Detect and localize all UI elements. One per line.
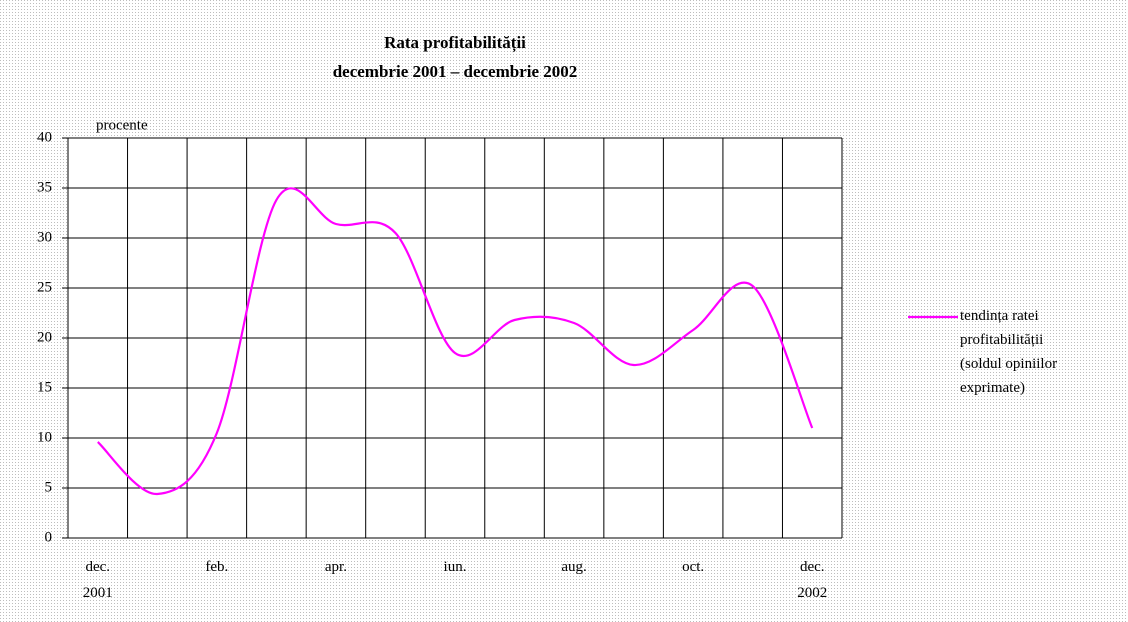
chart-subtitle: decembrie 2001 – decembrie 2002 (333, 62, 578, 81)
y-tick-label: 40 (37, 129, 52, 145)
y-tick-label: 0 (45, 529, 53, 545)
chart-title: Rata profitabilității (384, 33, 526, 53)
y-tick-label: 25 (37, 279, 52, 295)
legend-label: tendința ratei profitabilității (soldul op… (960, 308, 1057, 396)
x-tick-label: feb. (205, 559, 228, 575)
y-tick-label: 20 (37, 329, 52, 345)
x-tick-label: apr. (325, 559, 347, 575)
x-tick-label: oct. (682, 559, 704, 575)
x-tick-label: dec. 2001 (83, 559, 113, 601)
y-tick-label: 35 (37, 179, 52, 195)
y-axis-label: procente (96, 117, 148, 133)
y-tick-label: 30 (37, 229, 52, 245)
x-tick-label: iun. (444, 559, 467, 575)
x-tick-label: aug. (561, 559, 586, 575)
x-tick-label: dec. 2002 (797, 559, 827, 601)
y-tick-label: 5 (45, 479, 53, 495)
y-tick-label: 10 (37, 429, 52, 445)
y-tick-label: 15 (37, 379, 52, 395)
series-line (97, 187, 814, 496)
